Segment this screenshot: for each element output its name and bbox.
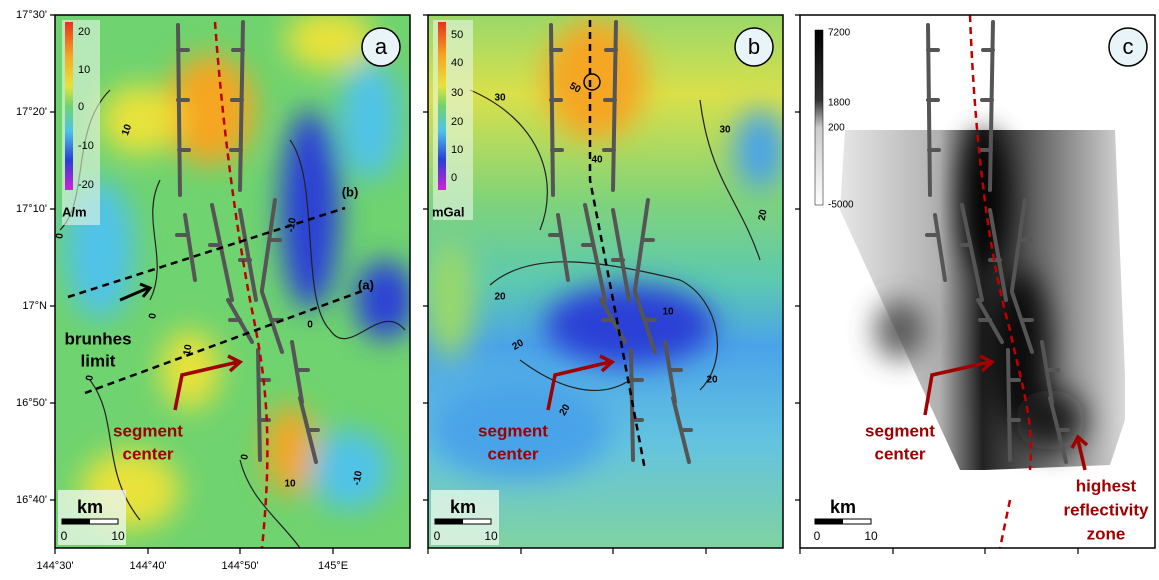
segment-center-label: segment xyxy=(113,421,183,440)
latitude-label: 16°40' xyxy=(16,494,47,506)
colorbar-tick-label: 20 xyxy=(78,26,90,38)
ticks xyxy=(50,14,1079,554)
contour-label: -10 xyxy=(285,217,298,234)
reflectivity-label: zone xyxy=(1087,524,1126,543)
longitude-label: 144°30' xyxy=(36,560,73,572)
brunhes-limit-label: brunhes xyxy=(64,329,131,348)
scale-bars xyxy=(61,518,872,525)
latitude-label: 17°N xyxy=(22,300,47,312)
contour-label: 0 xyxy=(239,453,251,461)
colorbar-tick-label: -5000 xyxy=(828,200,854,211)
scale-tick-label: 10 xyxy=(484,529,498,543)
colorbar-tick-label: 7200 xyxy=(828,28,851,39)
contour-label: 30 xyxy=(719,125,731,136)
colorbar-tick-label: 200 xyxy=(828,123,845,134)
contour-label: 0 xyxy=(307,320,313,331)
contour-label: 30 xyxy=(494,93,506,104)
latitude-label: 17°10' xyxy=(16,203,47,215)
contour-label: 20 xyxy=(706,375,718,386)
scale-unit: km xyxy=(77,497,103,517)
colorbar-tick-label: 10 xyxy=(451,144,463,156)
colorbar-tick-label: 20 xyxy=(451,116,463,128)
contour-label: 10 xyxy=(120,123,134,138)
panel-label: c xyxy=(1123,34,1134,59)
latitude-label: 16°50' xyxy=(16,397,47,409)
scale-tick-label: 10 xyxy=(111,529,125,543)
profile-label: (b) xyxy=(342,184,359,199)
scale-tick-label: 0 xyxy=(434,529,441,543)
scale-unit: km xyxy=(830,497,856,517)
colorbar-tick-label: 40 xyxy=(451,57,463,69)
panel-label-circles xyxy=(361,27,1148,67)
panel-label: a xyxy=(375,34,388,59)
contour-label: 10 xyxy=(284,479,296,490)
contour-label: -10 xyxy=(351,470,364,487)
contour-label: 20 xyxy=(494,292,506,303)
colorbar-tick-label: 0 xyxy=(78,101,84,113)
colorbar-tick-label: -10 xyxy=(78,140,94,152)
contour-label: 0 xyxy=(54,232,66,240)
colorbar-tick-label: 30 xyxy=(451,87,463,99)
contour-label: 10 xyxy=(662,307,674,318)
segment-center-label: center xyxy=(122,444,173,463)
frames xyxy=(54,14,1156,549)
colorbar-tick-label: 1800 xyxy=(828,98,851,109)
labels: 17°30' 17°20' 17°10' 17°N 16°50' 16°40' 144°30… xyxy=(16,9,1149,572)
panel-c-map xyxy=(800,15,1155,548)
colorbar-unit: A/m xyxy=(62,204,87,219)
longitude-label: 144°50' xyxy=(221,560,258,572)
contour-label: 20 xyxy=(558,402,573,418)
reflectivity-label: reflectivity xyxy=(1063,500,1149,519)
panel-a-map xyxy=(55,15,410,548)
segment-center-label: center xyxy=(874,444,925,463)
scale-unit: km xyxy=(450,497,476,517)
contour-label: 0 xyxy=(147,312,159,320)
scale-tick-label: 0 xyxy=(61,529,68,543)
longitude-label: 144°40' xyxy=(129,560,166,572)
colorbar-tick-label: 10 xyxy=(78,64,90,76)
latitude-label: 17°30' xyxy=(16,9,47,21)
panel-b-map xyxy=(428,15,783,548)
colorbar-tick-label: 50 xyxy=(451,29,463,41)
segment-center-label: center xyxy=(487,444,538,463)
colorbar-tick-label: -20 xyxy=(78,179,94,191)
colorbar-tick-label: 0 xyxy=(451,172,457,184)
scale-tick-label: 10 xyxy=(864,529,878,543)
contour-label: 20 xyxy=(511,337,527,352)
contour-label: 10 xyxy=(182,343,195,356)
contour-label: 20 xyxy=(757,208,770,221)
contour-label: 0 xyxy=(84,374,96,382)
segment-center-label: segment xyxy=(865,421,935,440)
panel-label: b xyxy=(748,34,760,59)
contour-label: 50 xyxy=(567,81,583,96)
longitude-label: 145°E xyxy=(318,560,348,572)
reflectivity-label: highest xyxy=(1076,476,1137,495)
colorbar-unit: mGal xyxy=(432,204,465,219)
latitude-label: 17°20' xyxy=(16,106,47,118)
brunhes-limit-label: limit xyxy=(81,351,116,370)
segment-center-label: segment xyxy=(478,421,548,440)
profile-label: (a) xyxy=(358,277,374,292)
scale-tick-label: 0 xyxy=(814,529,821,543)
contour-label: 40 xyxy=(591,155,603,166)
